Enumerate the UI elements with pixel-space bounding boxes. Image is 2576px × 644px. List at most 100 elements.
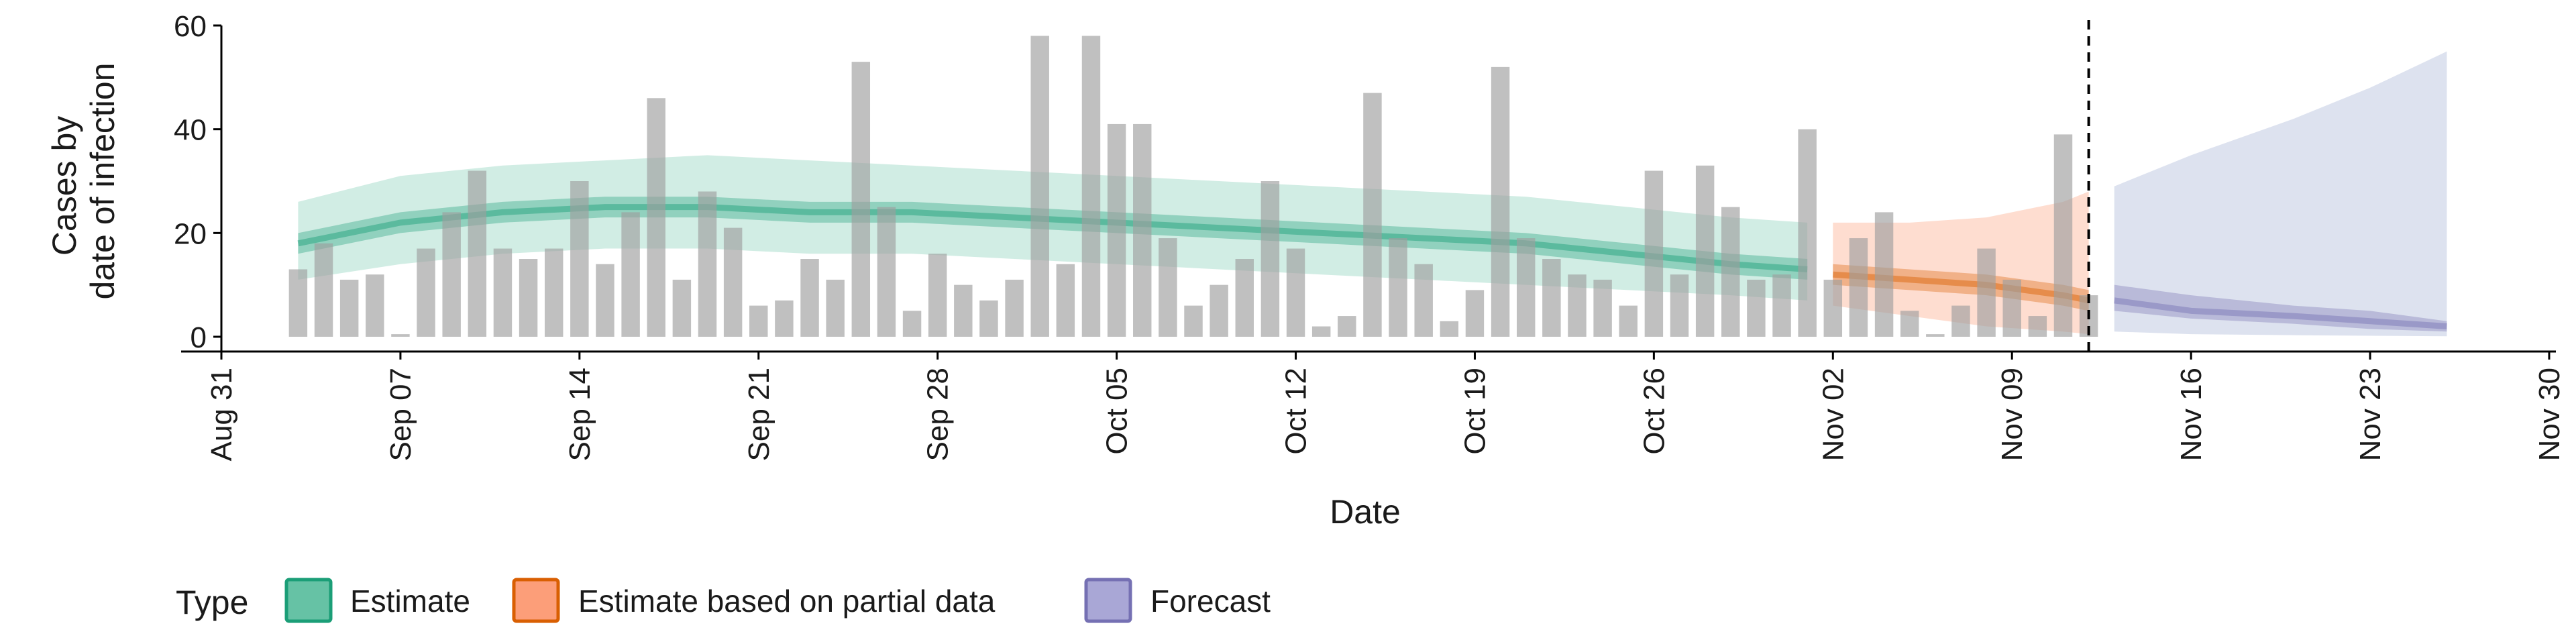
- bar: [1030, 36, 1049, 337]
- bar: [1389, 238, 1407, 337]
- bar: [544, 248, 564, 337]
- bar: [1977, 248, 1996, 337]
- bar: [1849, 238, 1868, 337]
- bar: [1644, 170, 1664, 337]
- bar: [2002, 279, 2021, 337]
- bar: [698, 191, 717, 337]
- bar: [1517, 238, 1536, 337]
- bar: [314, 243, 333, 337]
- bar: [417, 248, 435, 337]
- bar: [1695, 165, 1715, 337]
- bar: [1619, 305, 1638, 337]
- bar: [1056, 264, 1075, 337]
- legend-label-estimate: Estimate: [350, 584, 470, 619]
- bar: [1900, 311, 1919, 337]
- bar: [979, 300, 998, 337]
- bar: [468, 170, 487, 337]
- x-tick-label: Sep 28: [922, 368, 955, 461]
- bar: [1772, 274, 1791, 337]
- bar: [442, 212, 461, 337]
- bar: [1747, 279, 1766, 337]
- bar: [519, 259, 538, 337]
- x-tick-label: Nov 23: [2354, 368, 2387, 461]
- bar: [877, 207, 896, 337]
- y-tick-label: 60: [174, 10, 207, 43]
- x-tick-label: Nov 02: [1817, 368, 1849, 461]
- legend-key-partial-estimate: [512, 578, 560, 623]
- bar: [1133, 123, 1152, 337]
- legend-key-forecast: [1084, 578, 1132, 623]
- bar: [800, 259, 819, 337]
- y-tick-label: 0: [191, 321, 207, 354]
- bar: [1951, 305, 1970, 337]
- y-axis-title-line-1: Cases by: [46, 116, 83, 256]
- bar: [1465, 290, 1485, 337]
- legend: Type Estimate Estimate based on partial …: [176, 578, 1271, 623]
- x-tick-label: Sep 21: [743, 368, 775, 461]
- bar: [1311, 326, 1331, 337]
- y-axis-title: Cases by date of infection: [46, 62, 121, 299]
- bar: [647, 98, 665, 337]
- legend-label-forecast: Forecast: [1150, 584, 1271, 619]
- y-tick-label: 20: [174, 217, 207, 250]
- bar: [391, 334, 410, 337]
- x-tick-label: Sep 14: [564, 368, 596, 461]
- bar: [1005, 279, 1024, 337]
- x-tick-label: Oct 12: [1280, 368, 1313, 455]
- y-tick-label: 40: [174, 114, 207, 147]
- legend-label-partial-estimate: Estimate based on partial data: [578, 584, 996, 619]
- bar: [1491, 66, 1510, 337]
- bar: [902, 311, 922, 337]
- bar: [1542, 259, 1561, 337]
- bar: [1721, 207, 1740, 337]
- bar: [1670, 274, 1689, 337]
- bar: [775, 300, 794, 337]
- bar: [493, 248, 513, 337]
- bar: [1568, 274, 1587, 337]
- bar: [1260, 181, 1280, 337]
- bar: [570, 181, 589, 337]
- bar: [1823, 279, 1843, 337]
- legend-key-estimate: [284, 578, 333, 623]
- bar: [288, 269, 308, 337]
- bar: [2053, 134, 2073, 337]
- bar: [723, 227, 743, 337]
- bar: [1338, 316, 1356, 337]
- bar: [749, 305, 768, 337]
- x-axis-title: Date: [1330, 493, 1401, 531]
- bar: [596, 264, 614, 337]
- x-tick-label: Nov 16: [2175, 368, 2208, 461]
- estimate-median-line: [297, 204, 1808, 272]
- bar: [1363, 93, 1382, 337]
- bar: [2028, 316, 2047, 337]
- bar: [1081, 36, 1101, 337]
- bar: [1593, 279, 1612, 337]
- bar: [851, 62, 871, 337]
- bar: [1107, 123, 1126, 337]
- x-tick-label: Oct 19: [1458, 368, 1491, 455]
- bar: [1159, 238, 1177, 337]
- x-axis: Aug 31 Sep 07 Sep 14 Sep 21 Sep 28 Oct 05 Oct …: [181, 350, 2566, 461]
- bar: [928, 254, 947, 337]
- bars-layer: [288, 36, 2098, 337]
- bar: [1926, 334, 1945, 337]
- bar: [954, 284, 973, 337]
- x-tick-label: Aug 31: [205, 368, 238, 461]
- y-axis-title-line-2: date of infection: [84, 62, 121, 299]
- bar: [1874, 212, 1894, 337]
- forecast-ribbon-50: [2114, 284, 2447, 332]
- bar: [1798, 129, 1817, 337]
- bar: [1414, 264, 1433, 337]
- bar: [1440, 321, 1459, 337]
- bar: [1235, 259, 1254, 337]
- bar: [339, 279, 359, 337]
- forecast-median-line: [2114, 297, 2447, 330]
- x-tick-label: Nov 09: [1996, 368, 2029, 461]
- bar: [1210, 284, 1228, 337]
- bar: [366, 274, 384, 337]
- bar: [1184, 305, 1203, 337]
- estimate-based-on-partial-data-ribbon-90: [1833, 191, 2089, 335]
- x-tick-label: Oct 05: [1101, 368, 1134, 455]
- estimate-based-on-partial-data-ribbon-50: [1833, 264, 2089, 311]
- forecast-ribbon-90: [2114, 51, 2447, 337]
